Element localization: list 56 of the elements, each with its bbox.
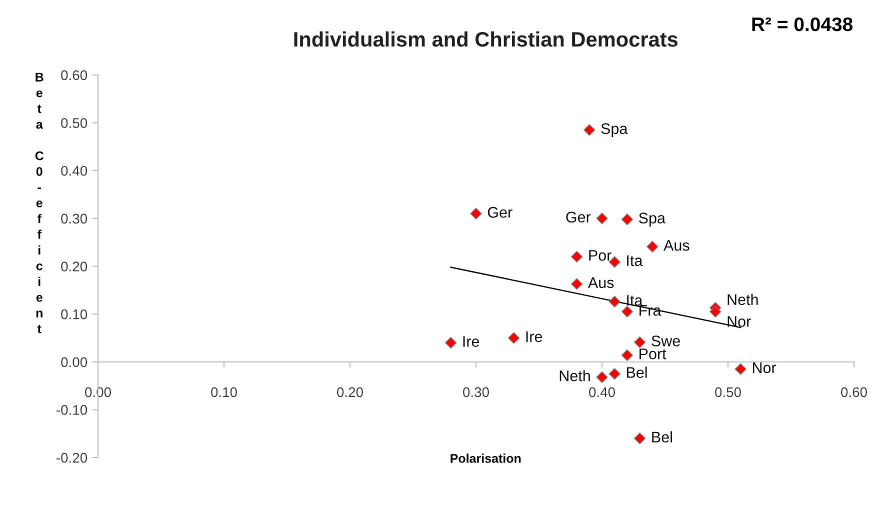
annotation: Neth [728, 294, 758, 306]
point [596, 212, 608, 224]
point [621, 349, 634, 362]
y-tick-label: -0.20 [56, 452, 88, 463]
point [508, 332, 520, 344]
point [634, 432, 646, 444]
x-axis-title: Polarisation [450, 454, 521, 463]
annotation: Nor [728, 316, 751, 327]
annotation: Spa [601, 123, 628, 138]
text: R² = 0.0438 [752, 17, 853, 32]
annotation: Port [640, 348, 666, 360]
x-tick-label: 0.30 [463, 387, 489, 398]
point [646, 240, 658, 252]
point [710, 306, 722, 318]
point [570, 250, 583, 263]
y-tick-label: 0.10 [61, 309, 88, 320]
annotation: Ger [566, 212, 591, 223]
x-tick-label: 0.20 [337, 387, 363, 398]
point [470, 208, 482, 220]
point [608, 296, 620, 308]
x-tick-label: 0.60 [841, 387, 867, 398]
annotation: Spa [639, 212, 666, 227]
annotation: Ita [627, 295, 643, 306]
annotation: Aus [664, 240, 690, 251]
y-tick-label: -0.10 [56, 405, 88, 415]
annotation: Swe [652, 336, 680, 346]
chart-title: Individualism and Christian Democrats [294, 31, 678, 47]
point [608, 368, 620, 380]
annotation: Ire [526, 331, 542, 342]
annotation: Bel [626, 366, 647, 378]
x-tick-label: 0.10 [211, 387, 237, 398]
annotation: Neth [560, 370, 590, 382]
point [734, 363, 746, 375]
point [596, 371, 608, 384]
point [621, 306, 634, 318]
point [570, 278, 583, 290]
annotation: Por [589, 250, 612, 261]
point [444, 336, 457, 349]
annotation: Ita [627, 255, 643, 266]
annotation: Nor [752, 362, 776, 374]
annotation: Ger [488, 206, 512, 218]
y-tick-label: 0.60 [61, 70, 88, 80]
y-tick-label: 0.30 [61, 214, 88, 224]
x-tick-label: 0.40 [589, 387, 615, 398]
y-tick-label: 0.50 [61, 118, 88, 128]
point [621, 214, 634, 226]
y-tick-label: 0.20 [61, 262, 88, 272]
point [584, 124, 596, 136]
y-tick-label: 0.40 [61, 166, 88, 176]
point [634, 336, 646, 348]
annotation: Ire [463, 336, 480, 347]
text: Beta C0-efficient [35, 72, 44, 334]
annotation: Aus [588, 277, 614, 288]
y-tick-label: 0.00 [61, 357, 88, 368]
x-tick-label: 0.50 [715, 387, 741, 398]
annotation: Bel [652, 431, 672, 443]
